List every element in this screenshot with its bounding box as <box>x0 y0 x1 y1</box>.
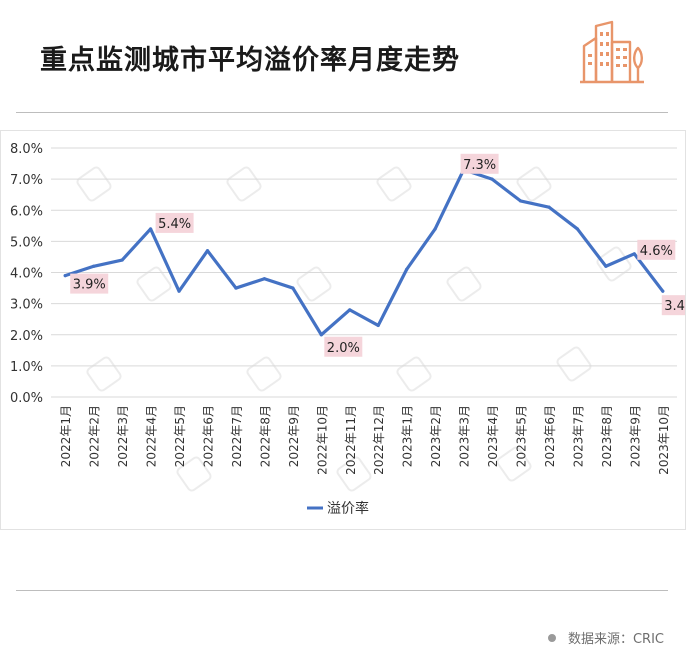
watermark-mark <box>376 166 412 202</box>
watermark-mark <box>226 166 262 202</box>
footer-divider <box>16 590 668 591</box>
data-point <box>348 308 352 312</box>
data-label-bg <box>460 153 499 174</box>
x-tick-label: 2022年11月 <box>344 405 358 475</box>
data-point <box>63 274 67 278</box>
x-tick-label: 2022年12月 <box>372 405 386 475</box>
source-text: 数据来源：CRIC <box>567 632 664 647</box>
data-point <box>319 333 323 337</box>
data-label-bg <box>661 295 685 316</box>
x-tick-label: 2022年8月 <box>258 405 272 467</box>
y-tick-label: 3.0% <box>10 298 43 313</box>
chart-panel: 0.0% 1.0% 2.0% 3.0% 4.0% 5.0% 6.0% 7.0% 8.0% 202… <box>0 130 686 530</box>
data-label-bg <box>637 239 676 260</box>
x-tick-label: 2022年10月 <box>315 405 329 475</box>
data-point <box>632 252 636 256</box>
x-tick-label: 2023年9月 <box>628 405 642 467</box>
data-point <box>262 277 267 281</box>
y-tick-label: 1.0% <box>10 360 43 375</box>
data-label: 7.3% <box>463 158 496 173</box>
data-point <box>433 227 437 231</box>
data-label: 5.4% <box>158 217 191 232</box>
x-axis-ticks: 2022年1月 2022年2月 2022年3月 2022年4月 2022年5月 2022年… <box>59 405 671 475</box>
x-tick-label: 2023年10月 <box>657 405 671 475</box>
watermark-mark <box>296 266 332 302</box>
x-tick-label: 2022年9月 <box>287 405 301 467</box>
data-label-bg <box>70 273 109 294</box>
watermark-mark <box>86 356 122 392</box>
watermark-mark <box>246 356 282 392</box>
title-divider <box>16 112 668 113</box>
x-tick-label: 2022年2月 <box>88 405 102 467</box>
data-label: 3.4% <box>664 299 685 314</box>
legend-label: 溢价率 <box>327 500 369 517</box>
data-point <box>405 267 409 271</box>
y-tick-label: 0.0% <box>10 391 43 406</box>
series-premium-rate <box>63 168 665 337</box>
bullet-dot-icon <box>547 633 556 642</box>
data-label-bg <box>155 212 194 233</box>
data-point <box>205 249 210 253</box>
chart-grid <box>51 147 677 398</box>
watermark-mark <box>516 166 552 202</box>
source-note: 数据来源：CRIC <box>547 628 664 647</box>
data-point <box>177 289 181 293</box>
data-point <box>490 177 494 181</box>
data-point <box>234 286 238 290</box>
y-tick-label: 7.0% <box>10 173 43 188</box>
data-point <box>376 323 380 328</box>
data-point <box>661 289 665 293</box>
data-label-bg <box>324 336 363 357</box>
chart-legend: 溢价率 <box>307 500 369 517</box>
city-building-logo <box>580 20 644 84</box>
data-point <box>518 199 523 203</box>
data-label: 3.9% <box>73 278 106 293</box>
x-tick-label: 2022年6月 <box>202 405 216 467</box>
x-tick-label: 2022年4月 <box>145 405 159 467</box>
watermark-mark <box>496 446 532 482</box>
y-tick-label: 2.0% <box>10 329 43 344</box>
x-tick-label: 2023年4月 <box>486 405 500 467</box>
data-point <box>120 258 124 262</box>
x-tick-label: 2022年5月 <box>173 405 187 467</box>
watermark <box>76 166 632 492</box>
y-tick-label: 8.0% <box>10 142 43 157</box>
data-point <box>604 264 608 268</box>
data-point <box>148 227 153 231</box>
x-tick-label: 2023年6月 <box>543 405 557 467</box>
watermark-mark <box>336 456 372 492</box>
data-point <box>575 227 580 231</box>
x-tick-label: 2023年1月 <box>401 405 415 467</box>
data-label: 2.0% <box>327 341 360 356</box>
y-tick-label: 5.0% <box>10 235 43 250</box>
x-tick-label: 2023年5月 <box>515 405 529 467</box>
data-label: 4.6% <box>640 244 673 259</box>
x-tick-label: 2023年3月 <box>458 405 472 467</box>
data-point <box>92 264 96 268</box>
watermark-mark <box>556 346 592 382</box>
x-tick-label: 2022年3月 <box>116 405 130 467</box>
data-labels: 3.9% 5.4% 2.0% 7.3% 4.6% 3.4% <box>70 153 685 357</box>
premium-rate-line-chart: 0.0% 1.0% 2.0% 3.0% 4.0% 5.0% 6.0% 7.0% 8.0% 202… <box>10 142 685 517</box>
y-tick-label: 6.0% <box>10 204 43 219</box>
y-axis-ticks: 0.0% 1.0% 2.0% 3.0% 4.0% 5.0% 6.0% 7.0% 8.0% <box>10 142 43 406</box>
x-tick-label: 2022年7月 <box>230 405 244 467</box>
data-point <box>291 286 295 290</box>
x-tick-label: 2023年7月 <box>571 405 585 467</box>
watermark-mark <box>76 166 112 202</box>
data-point <box>547 205 551 209</box>
y-tick-label: 4.0% <box>10 267 43 282</box>
watermark-mark <box>176 456 212 492</box>
watermark-mark <box>396 356 432 392</box>
x-tick-label: 2023年2月 <box>429 405 443 467</box>
series-line <box>63 168 665 337</box>
watermark-mark <box>446 266 482 302</box>
watermark-mark <box>136 266 172 302</box>
x-tick-label: 2023年8月 <box>600 405 614 467</box>
page-title: 重点监测城市平均溢价率月度走势 <box>40 45 460 76</box>
x-tick-label: 2022年1月 <box>59 405 73 467</box>
